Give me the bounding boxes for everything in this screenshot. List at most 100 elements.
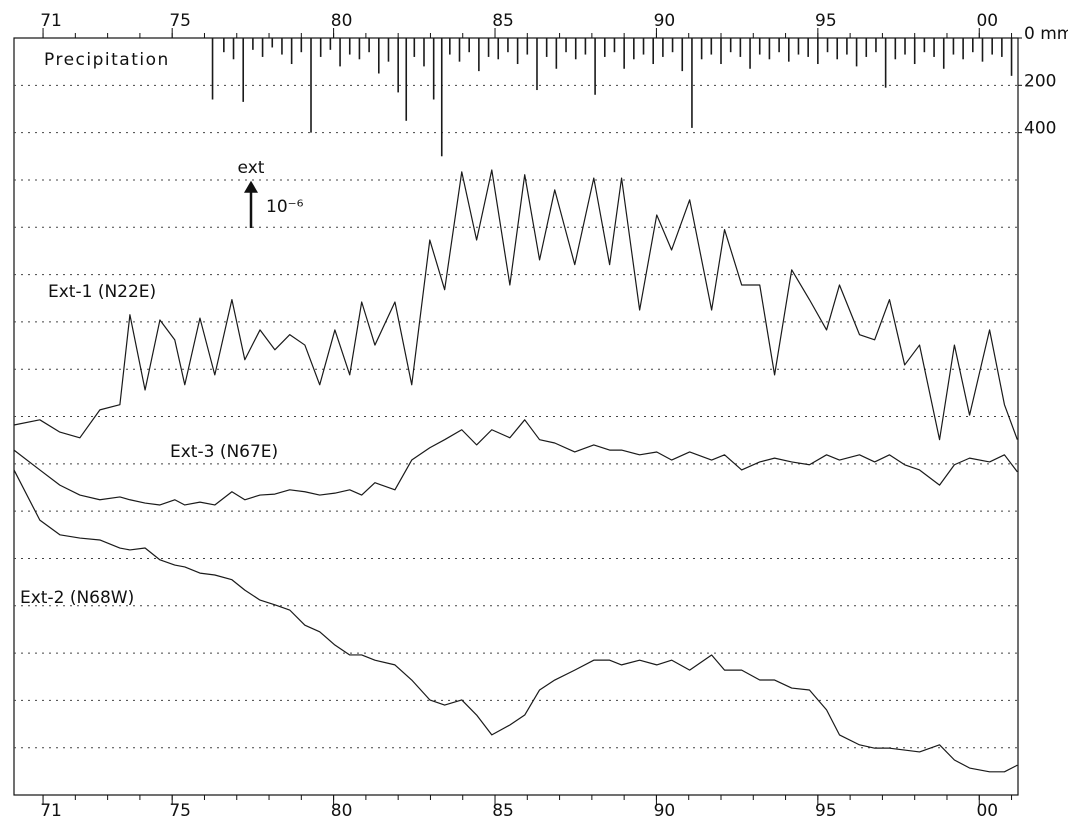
- precipitation-bar: [603, 38, 606, 57]
- series-label: Precipitation: [44, 50, 170, 70]
- x-tick-label-bottom: 71: [40, 801, 62, 820]
- plot-frame: [13, 37, 1019, 796]
- precipitation-bar: [339, 38, 341, 67]
- precipitation-bar: [671, 38, 674, 53]
- precipitation-bar: [223, 38, 225, 53]
- precipitation-bar: [449, 38, 451, 55]
- scale-arrowhead: [244, 180, 258, 193]
- precipitation-bar: [468, 38, 470, 53]
- precipitation-bar: [642, 38, 645, 55]
- x-tick-label-top: 80: [331, 11, 353, 31]
- precipitation-bar: [232, 38, 235, 60]
- precipitation-bar: [991, 38, 993, 55]
- precipitation-bar: [652, 38, 655, 65]
- precipitation-bar: [516, 38, 519, 65]
- x-tick-label-bottom: 95: [815, 801, 837, 820]
- precipitation-bar: [458, 38, 461, 62]
- precipitation-bar: [768, 38, 771, 60]
- precipitation-bar: [536, 38, 538, 91]
- precipitation-bar: [594, 38, 596, 95]
- x-tick-label-top: 85: [492, 11, 514, 31]
- y2-tick-label: 0 mm: [1024, 24, 1068, 44]
- precipitation-bar: [319, 38, 322, 57]
- precipitation-bar: [952, 38, 955, 55]
- precipitation-bar: [358, 38, 361, 60]
- precipitation-bar: [758, 38, 761, 55]
- x-tick-label-bottom: 75: [169, 801, 191, 820]
- precipitation-bar: [933, 38, 935, 57]
- precipitation-bar: [865, 38, 868, 57]
- precipitation-bar: [623, 38, 625, 69]
- precipitation-bar: [884, 38, 887, 88]
- precipitation-bar: [700, 38, 703, 60]
- precipitation-bar: [817, 38, 819, 65]
- precipitation-bar: [574, 38, 577, 60]
- precipitation-bar: [972, 38, 974, 53]
- precipitation-bar: [526, 38, 529, 55]
- precipitation-bar: [1010, 38, 1013, 76]
- precipitation-bar: [787, 38, 790, 62]
- precipitation-bar: [413, 38, 416, 57]
- precipitation-bar: [387, 38, 390, 62]
- precipitation-bar: [300, 38, 303, 53]
- precipitation-bar: [555, 38, 558, 69]
- precipitation-bar: [691, 38, 693, 128]
- precipitation-bar: [368, 38, 370, 53]
- x-tick-label-top: 95: [815, 11, 837, 31]
- x-tick-label-bottom: 80: [331, 801, 353, 820]
- precipitation-bar: [942, 38, 945, 69]
- y2-tick-label: 400: [1024, 119, 1056, 139]
- precipitation-bar: [329, 38, 332, 50]
- precipitation-bar: [271, 38, 274, 48]
- precipitation-bar: [507, 38, 509, 53]
- precipitation-bar: [778, 38, 780, 53]
- precipitation-bar: [423, 38, 425, 67]
- y2-tick-label: 200: [1024, 71, 1056, 91]
- series-label: Ext-2 (N68W): [20, 588, 134, 608]
- precipitation-bar: [584, 38, 587, 55]
- precipitation-bar: [613, 38, 616, 53]
- precipitation-bar: [261, 38, 264, 57]
- series-line: [13, 419, 1018, 506]
- x-tick-label-top: 90: [654, 11, 676, 31]
- precipitation-bar: [405, 38, 408, 121]
- precipitation-bar: [211, 38, 214, 100]
- scale-unit: 10⁻⁶: [266, 197, 304, 217]
- precipitation-bar: [836, 38, 839, 60]
- x-tick-label-bottom: 00: [976, 801, 998, 820]
- precipitation-bar: [894, 38, 897, 60]
- precipitation-bar: [252, 38, 254, 50]
- precipitation-bar: [545, 38, 548, 57]
- precipitation-bar: [807, 38, 809, 57]
- precipitation-bar: [962, 38, 964, 60]
- precipitation-bar: [749, 38, 751, 69]
- precipitation-bar: [729, 38, 732, 53]
- series-line: [13, 469, 1018, 773]
- x-tick-label-bottom: 90: [654, 801, 676, 820]
- precipitation-bar: [497, 38, 500, 60]
- precipitation-bar: [565, 38, 567, 53]
- precipitation-bar: [846, 38, 848, 55]
- precipitation-bar: [1001, 38, 1003, 57]
- label-bg: [40, 47, 206, 73]
- precipitation-bar: [797, 38, 800, 55]
- precipitation-bar: [739, 38, 742, 57]
- precipitation-bar: [432, 38, 435, 100]
- series-line: [13, 169, 1018, 441]
- x-tick-label-bottom: 85: [492, 801, 514, 820]
- precipitation-bar: [710, 38, 713, 55]
- x-tick-label-top: 75: [169, 11, 191, 31]
- precipitation-bar: [478, 38, 480, 72]
- precipitation-bar: [981, 38, 984, 62]
- precipitation-bar: [487, 38, 490, 57]
- precipitation-bar: [875, 38, 877, 53]
- precipitation-bar: [720, 38, 722, 65]
- precipitation-bar: [633, 38, 635, 60]
- scale-label: ext: [238, 158, 265, 178]
- series-label: Ext-1 (N22E): [48, 282, 156, 302]
- precipitation-bar: [855, 38, 858, 67]
- precipitation-bar: [923, 38, 926, 53]
- precipitation-bar: [397, 38, 399, 93]
- precipitation-bar: [826, 38, 829, 53]
